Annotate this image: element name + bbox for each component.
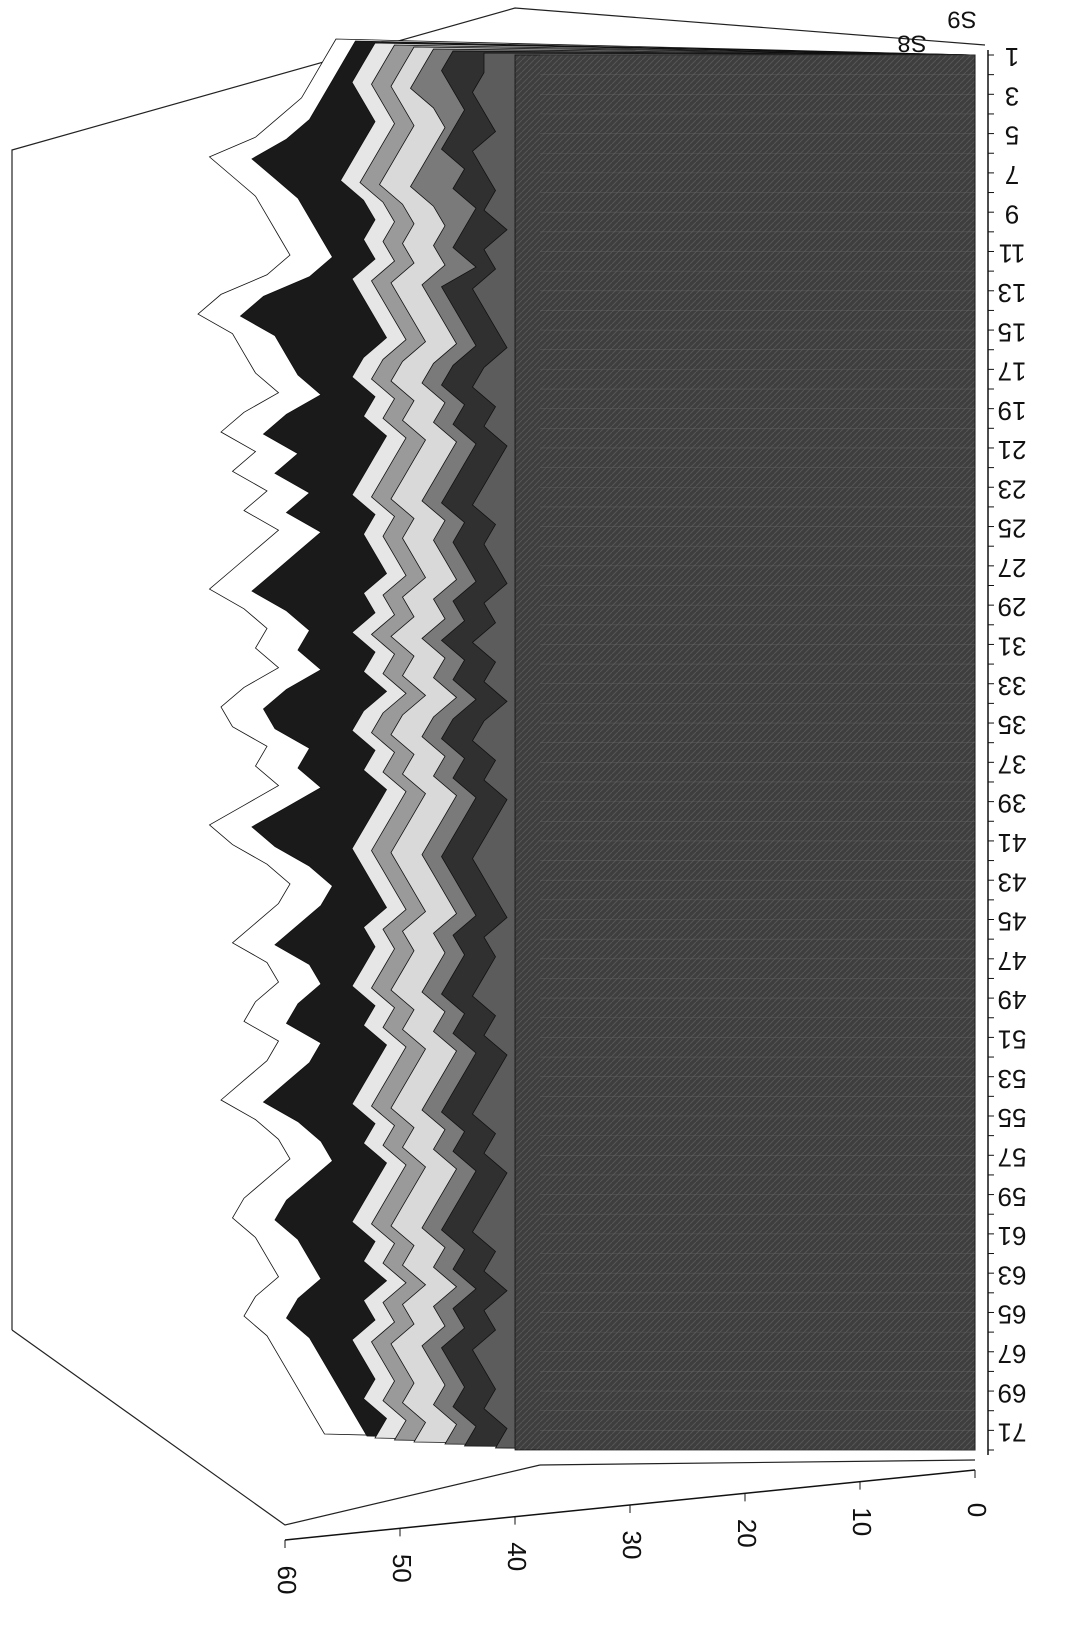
x-tick-label: 35 <box>998 710 1027 740</box>
x-tick-label: 31 <box>998 631 1027 661</box>
x-tick-label: 41 <box>998 828 1027 858</box>
x-tick-label: 65 <box>998 1300 1027 1330</box>
x-tick-label: 55 <box>998 1103 1027 1133</box>
box-front-edge <box>539 1459 976 1466</box>
x-tick-label: 25 <box>998 514 1027 544</box>
x-tick-label: 23 <box>998 474 1027 504</box>
series-area-1 <box>514 54 976 1451</box>
x-tick-label: 19 <box>998 396 1027 426</box>
x-tick-label: 71 <box>998 1418 1027 1448</box>
x-tick-label: 13 <box>998 278 1027 308</box>
x-tick-label: 33 <box>998 671 1027 701</box>
x-tick-label: 17 <box>998 357 1027 387</box>
x-tick-label: 39 <box>998 789 1027 819</box>
z-axis: 0 10 20 30 40 50 60 <box>272 1469 992 1595</box>
x-tick-label: 61 <box>998 1221 1027 1251</box>
x-tick-label: 15 <box>998 317 1027 347</box>
x-tick-label: 7 <box>1005 160 1019 190</box>
z-tick-label: 0 <box>962 1503 992 1517</box>
z-tick-label: 40 <box>502 1542 532 1571</box>
z-tick-label: 10 <box>847 1507 877 1536</box>
z-tick-label: 30 <box>617 1531 647 1560</box>
x-tick-label: 51 <box>998 1025 1027 1055</box>
box-bottom-edge <box>11 1329 541 1526</box>
x-tick-label: 37 <box>998 749 1027 779</box>
series-label-s9: S9 <box>947 6 976 33</box>
x-tick-label: 1 <box>1005 42 1019 72</box>
x-tick-label: 47 <box>998 946 1027 976</box>
x-tick-label: 67 <box>998 1339 1027 1369</box>
3d-box-frame <box>11 7 986 1526</box>
x-tick-label: 57 <box>998 1142 1027 1172</box>
x-tick-label: 59 <box>998 1182 1027 1212</box>
x-tick-label: 45 <box>998 907 1027 937</box>
x-tick-label: 5 <box>1005 121 1019 151</box>
x-tick-label: 69 <box>998 1378 1027 1408</box>
x-tick-label: 21 <box>998 435 1027 465</box>
series-group <box>197 38 976 1451</box>
x-tick-label: 49 <box>998 985 1027 1015</box>
x-tick-label: 63 <box>998 1260 1027 1290</box>
x-tick-label: 27 <box>998 553 1027 583</box>
x-axis: 1357911131517192123252729313335373941434… <box>987 42 1027 1455</box>
x-tick-label: 29 <box>998 592 1027 622</box>
series-label-s8: S8 <box>897 30 926 57</box>
z-tick-label: 20 <box>732 1519 762 1548</box>
x-tick-label: 11 <box>999 239 1026 269</box>
x-tick-label: 53 <box>998 1064 1027 1094</box>
z-tick-label: 60 <box>272 1566 302 1595</box>
x-tick-label: 3 <box>1005 81 1019 111</box>
x-tick-label: 43 <box>998 867 1027 897</box>
x-tick-label: 9 <box>1005 199 1019 229</box>
z-tick-label: 50 <box>387 1554 417 1583</box>
box-top-edge <box>11 7 986 1330</box>
series-labels: S9 S8 <box>897 6 976 57</box>
